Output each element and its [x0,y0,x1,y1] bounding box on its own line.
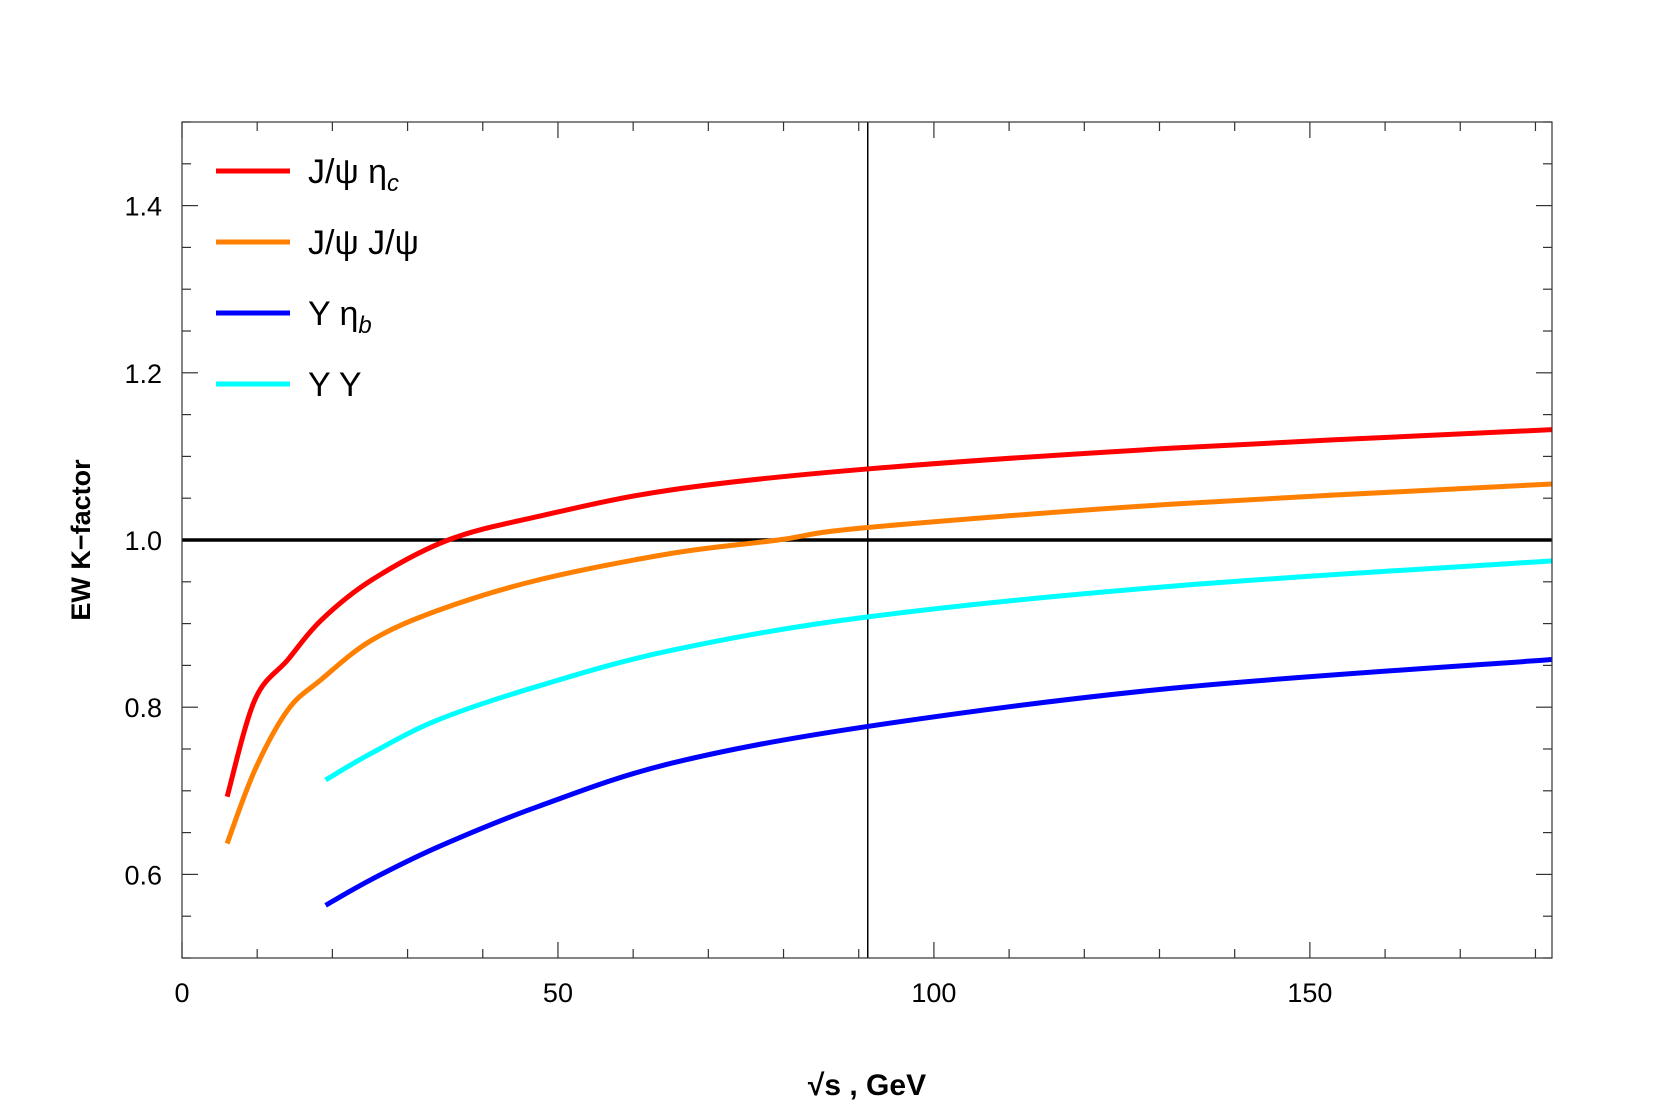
legend-label: Υ ηb [308,295,372,339]
legend-label: J/ψ J/ψ [308,224,419,262]
tick-labels: 0 50 100 150 0.6 0.8 1.0 1.2 1.4 [124,192,1332,1008]
plot-frame [181,121,1553,959]
legend: J/ψ ηc J/ψ J/ψ Υ ηb Υ Υ [216,153,419,404]
legend-subscript: c [387,170,399,197]
x-tick-label: 100 [911,978,956,1008]
series-line [324,657,1553,908]
curves [224,427,1553,908]
legend-subscript: b [358,312,371,339]
y-tick-label: 0.6 [124,860,162,890]
series-line [324,558,1553,783]
y-tick-label: 1.0 [124,526,162,556]
y-tick-label: 1.4 [124,192,162,222]
x-tick-label: 0 [174,978,189,1008]
series-line [224,427,1553,798]
x-tick-label: 50 [543,978,573,1008]
y-axis-title: EW K−factor [66,459,96,621]
y-tick-label: 0.8 [124,693,162,723]
legend-label: J/ψ ηc [308,153,399,197]
reference-lines [182,122,1552,958]
x-tick-label: 150 [1287,978,1332,1008]
x-axis-title: √s , GeV [808,1069,926,1102]
y-tick-label: 1.2 [124,359,162,389]
legend-label: Υ Υ [308,366,362,404]
series-line [224,481,1553,845]
